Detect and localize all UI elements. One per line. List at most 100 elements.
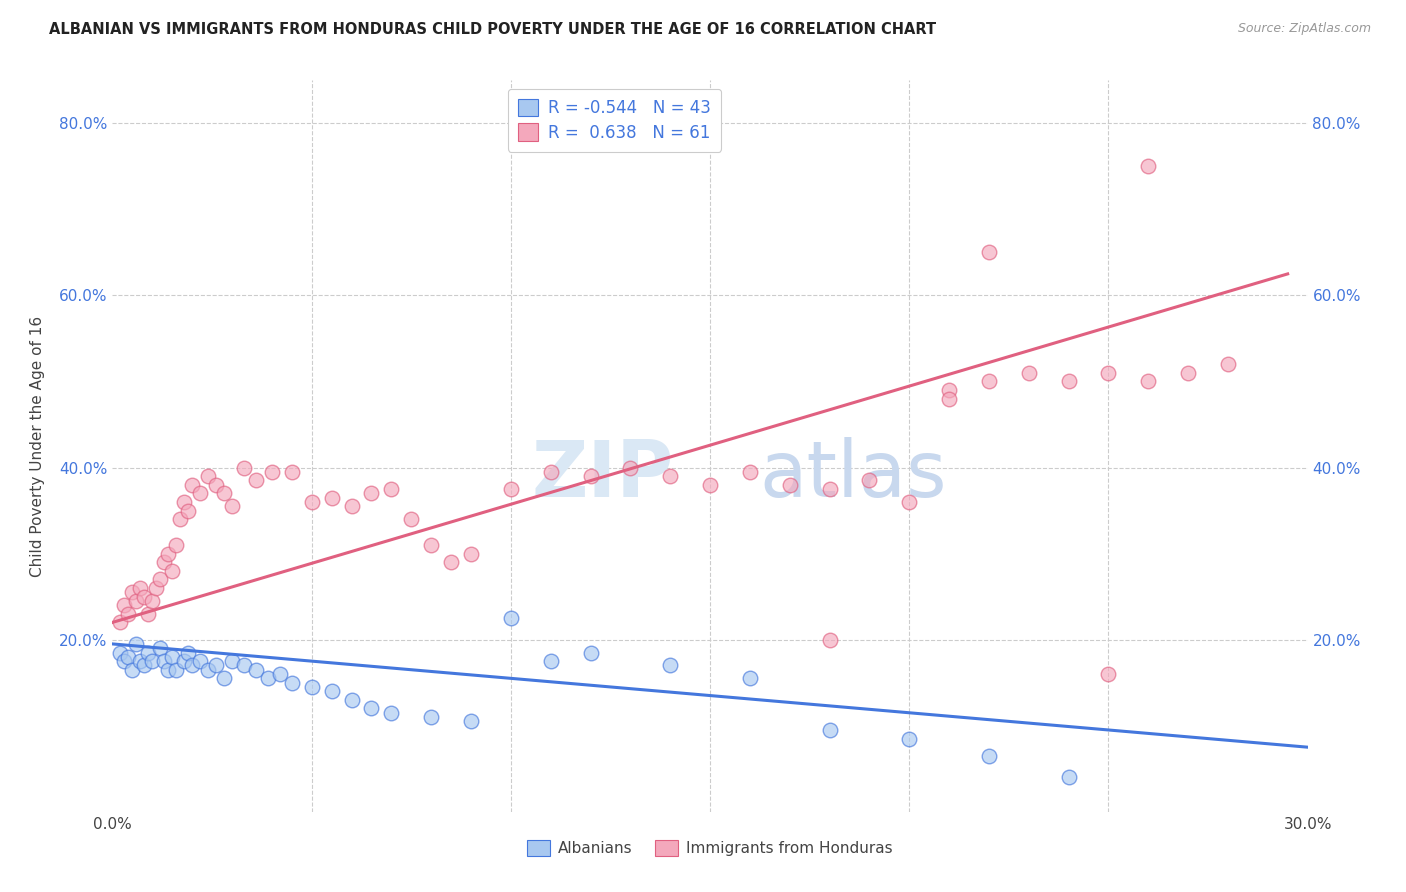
- Point: [858, 474, 880, 488]
- Point: [738, 671, 761, 685]
- Point: [401, 512, 423, 526]
- Point: [499, 611, 522, 625]
- Point: [1097, 366, 1119, 380]
- Point: [301, 680, 323, 694]
- Point: [162, 564, 183, 578]
- Point: [1057, 375, 1080, 389]
- Point: [420, 538, 443, 552]
- Point: [157, 663, 180, 677]
- Point: [129, 654, 152, 668]
- Point: [134, 590, 156, 604]
- Point: [125, 594, 148, 608]
- Point: [260, 465, 283, 479]
- Point: [110, 646, 132, 660]
- Legend: Albanians, Immigrants from Honduras: Albanians, Immigrants from Honduras: [522, 834, 898, 863]
- Point: [440, 555, 463, 569]
- Text: ALBANIAN VS IMMIGRANTS FROM HONDURAS CHILD POVERTY UNDER THE AGE OF 16 CORRELATI: ALBANIAN VS IMMIGRANTS FROM HONDURAS CHI…: [49, 22, 936, 37]
- Point: [221, 654, 243, 668]
- Point: [114, 654, 135, 668]
- Point: [117, 649, 139, 664]
- Point: [221, 500, 243, 514]
- Point: [153, 555, 176, 569]
- Point: [257, 671, 280, 685]
- Point: [129, 581, 152, 595]
- Point: [380, 482, 402, 496]
- Text: Source: ZipAtlas.com: Source: ZipAtlas.com: [1237, 22, 1371, 36]
- Point: [977, 375, 1000, 389]
- Point: [188, 654, 211, 668]
- Point: [145, 581, 167, 595]
- Point: [197, 663, 219, 677]
- Point: [233, 460, 256, 475]
- Point: [110, 615, 132, 630]
- Point: [1137, 159, 1160, 173]
- Point: [1177, 366, 1199, 380]
- Point: [499, 482, 522, 496]
- Point: [321, 684, 343, 698]
- Point: [460, 714, 482, 729]
- Point: [149, 641, 172, 656]
- Point: [321, 491, 343, 505]
- Point: [117, 607, 139, 621]
- Point: [1137, 375, 1160, 389]
- Point: [898, 731, 921, 746]
- Point: [659, 658, 682, 673]
- Point: [269, 667, 291, 681]
- Text: atlas: atlas: [759, 437, 948, 513]
- Point: [114, 598, 135, 612]
- Point: [212, 671, 235, 685]
- Point: [540, 465, 562, 479]
- Point: [165, 538, 187, 552]
- Point: [779, 477, 801, 491]
- Point: [181, 658, 204, 673]
- Point: [340, 693, 363, 707]
- Point: [245, 663, 267, 677]
- Point: [301, 495, 323, 509]
- Point: [173, 495, 195, 509]
- Point: [149, 573, 172, 587]
- Point: [197, 469, 219, 483]
- Point: [281, 675, 304, 690]
- Point: [212, 486, 235, 500]
- Point: [233, 658, 256, 673]
- Point: [165, 663, 187, 677]
- Point: [125, 637, 148, 651]
- Point: [281, 465, 304, 479]
- Point: [360, 486, 382, 500]
- Point: [169, 512, 191, 526]
- Point: [977, 748, 1000, 763]
- Point: [1057, 770, 1080, 784]
- Point: [460, 547, 482, 561]
- Point: [699, 477, 721, 491]
- Point: [141, 654, 163, 668]
- Point: [1097, 667, 1119, 681]
- Point: [177, 503, 200, 517]
- Point: [205, 658, 228, 673]
- Point: [138, 607, 160, 621]
- Point: [121, 585, 143, 599]
- Point: [898, 495, 921, 509]
- Point: [177, 646, 200, 660]
- Point: [245, 474, 267, 488]
- Point: [205, 477, 228, 491]
- Point: [153, 654, 176, 668]
- Point: [619, 460, 641, 475]
- Point: [340, 500, 363, 514]
- Point: [1216, 357, 1239, 371]
- Point: [579, 646, 602, 660]
- Point: [157, 547, 180, 561]
- Point: [420, 710, 443, 724]
- Point: [380, 706, 402, 720]
- Point: [181, 477, 204, 491]
- Point: [360, 701, 382, 715]
- Point: [938, 383, 960, 397]
- Point: [540, 654, 562, 668]
- Point: [121, 663, 143, 677]
- Point: [138, 646, 160, 660]
- Point: [141, 594, 163, 608]
- Point: [659, 469, 682, 483]
- Point: [938, 392, 960, 406]
- Point: [579, 469, 602, 483]
- Point: [818, 723, 841, 737]
- Point: [173, 654, 195, 668]
